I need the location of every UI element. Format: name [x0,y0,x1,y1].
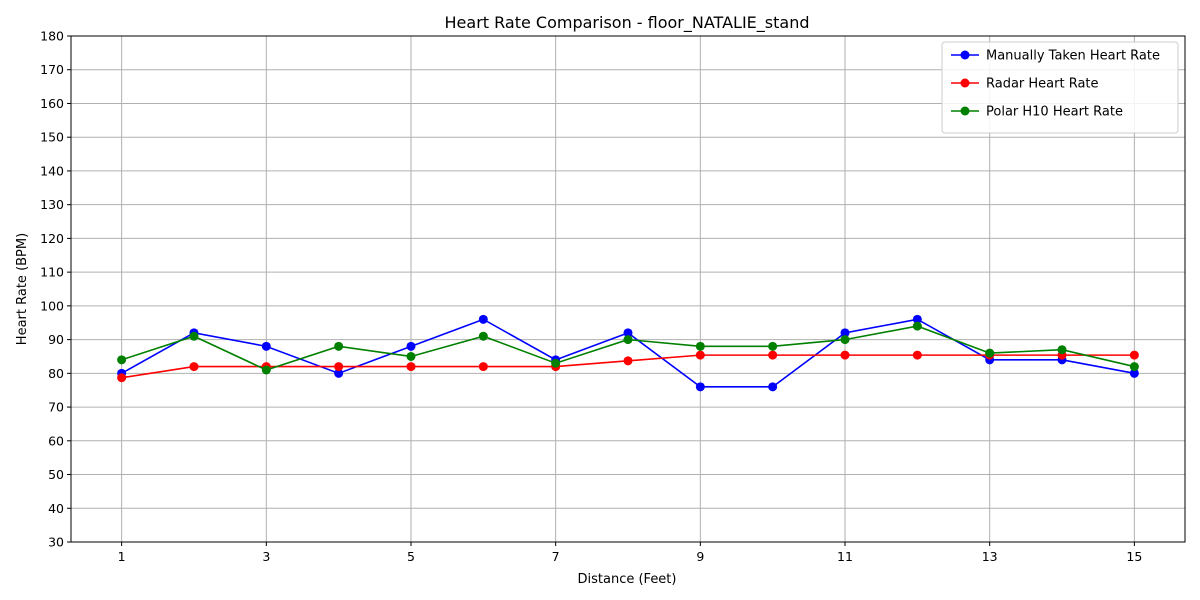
data-point-manually-taken-heart-rate [334,368,344,378]
series-manually-taken-heart-rate [117,314,1139,392]
data-point-manually-taken-heart-rate [840,328,850,338]
legend-label: Polar H10 Heart Rate [986,105,1123,120]
data-point-polar-h10-heart-rate [985,348,995,358]
y-tick-label: 80 [48,366,64,381]
data-point-manually-taken-heart-rate [768,382,778,392]
chart-title: Heart Rate Comparison - floor_NATALIE_st… [445,13,810,33]
data-point-radar-heart-rate [1129,350,1139,360]
y-tick-label: 140 [40,163,64,178]
data-point-manually-taken-heart-rate [1129,368,1139,378]
legend-box [941,41,1179,134]
legend-marker [960,106,970,116]
data-point-polar-h10-heart-rate [840,335,850,345]
data-point-manually-taken-heart-rate [406,341,416,351]
data-point-radar-heart-rate [623,356,633,366]
legend-label: Radar Heart Rate [986,77,1099,92]
x-tick-label: 11 [837,549,853,564]
data-point-radar-heart-rate [695,350,705,360]
y-tick-label: 50 [48,467,64,482]
plot-area-frame [70,35,1186,543]
data-point-radar-heart-rate [189,362,199,372]
y-axis-title: Heart Rate (BPM) [15,233,30,345]
y-tick-label: 110 [40,265,64,280]
data-point-polar-h10-heart-rate [334,341,344,351]
x-tick-label: 7 [552,549,560,564]
data-point-radar-heart-rate [334,362,344,372]
data-point-radar-heart-rate [840,350,850,360]
series-polar-h10-heart-rate [117,321,1139,375]
data-point-polar-h10-heart-rate [478,331,488,341]
y-tick-label: 130 [40,197,64,212]
legend-marker [960,50,970,60]
data-point-radar-heart-rate [912,350,922,360]
data-point-manually-taken-heart-rate [912,314,922,324]
x-axis-ticks: 1 3 5 7 9 11 13 15 [118,542,1142,564]
y-tick-label: 180 [40,29,64,44]
data-point-polar-h10-heart-rate [695,341,705,351]
legend: Manually Taken Heart Rate Radar Heart Rat… [941,41,1179,134]
y-tick-label: 160 [40,96,64,111]
legend-label: Manually Taken Heart Rate [986,49,1160,64]
series-layer [117,314,1139,392]
y-tick-label: 60 [48,433,64,448]
data-point-manually-taken-heart-rate [478,314,488,324]
x-tick-label: 3 [262,549,270,564]
data-point-radar-heart-rate [406,362,416,372]
y-tick-label: 70 [48,400,64,415]
y-tick-label: 120 [40,231,64,246]
y-tick-label: 40 [48,501,64,516]
x-tick-label: 5 [407,549,415,564]
data-point-polar-h10-heart-rate [623,335,633,345]
x-tick-label: 13 [982,549,998,564]
y-tick-label: 100 [40,298,64,313]
data-point-polar-h10-heart-rate [406,351,416,361]
data-point-manually-taken-heart-rate [261,341,271,351]
series-radar-heart-rate [117,350,1139,383]
y-axis-ticks: 30 40 50 60 70 80 90 100 110 120 130 140 150 160 170 18… [40,29,71,550]
data-point-manually-taken-heart-rate [623,328,633,338]
x-tick-label: 1 [118,549,126,564]
data-point-polar-h10-heart-rate [261,365,271,375]
data-point-radar-heart-rate [117,373,127,383]
x-axis-title: Distance (Feet) [578,572,677,587]
data-point-polar-h10-heart-rate [1129,362,1139,372]
data-point-polar-h10-heart-rate [912,321,922,331]
data-point-polar-h10-heart-rate [189,331,199,341]
y-tick-label: 170 [40,62,64,77]
data-point-polar-h10-heart-rate [1057,345,1067,355]
data-point-radar-heart-rate [768,350,778,360]
legend-marker [960,78,970,88]
data-point-manually-taken-heart-rate [695,382,705,392]
data-point-polar-h10-heart-rate [768,341,778,351]
data-point-radar-heart-rate [478,362,488,372]
data-point-polar-h10-heart-rate [117,355,127,365]
x-tick-label: 15 [1126,549,1142,564]
data-point-polar-h10-heart-rate [551,358,561,368]
y-tick-label: 150 [40,130,64,145]
x-tick-label: 9 [696,549,704,564]
y-tick-label: 30 [48,535,64,550]
y-tick-label: 90 [48,332,64,347]
